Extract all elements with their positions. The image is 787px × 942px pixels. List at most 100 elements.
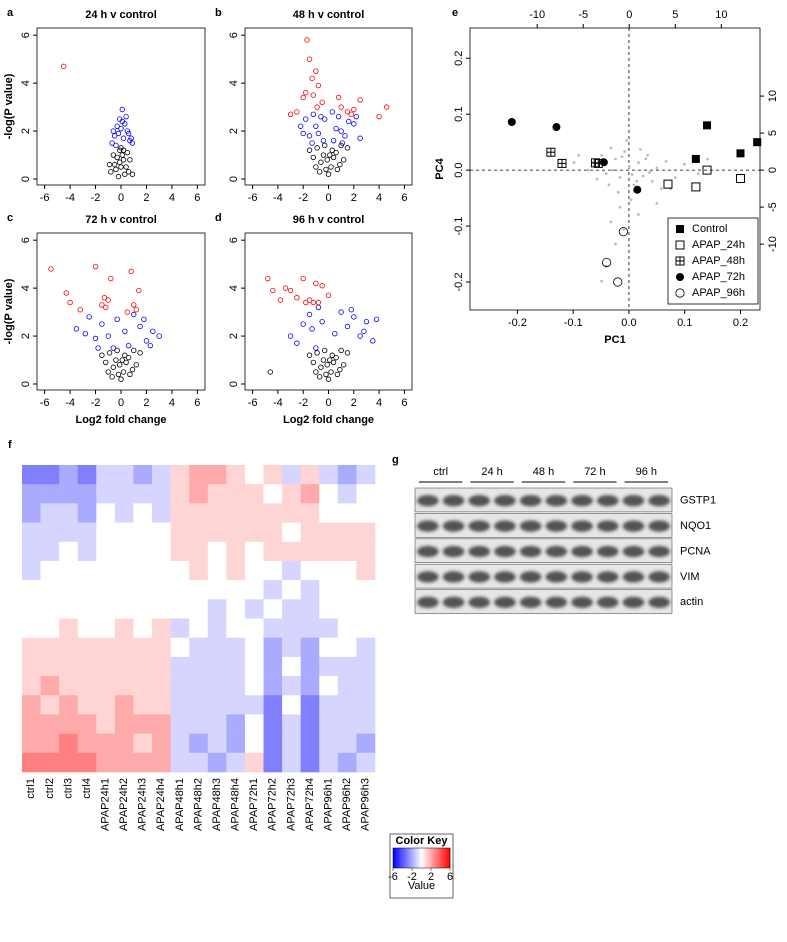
color-key-step xyxy=(395,848,398,868)
point xyxy=(303,90,309,96)
heat-cell xyxy=(77,733,97,754)
heat-cell xyxy=(77,695,97,715)
y-tick-label: 2 xyxy=(228,333,240,339)
band xyxy=(494,545,516,558)
point xyxy=(300,94,306,101)
heat-cell xyxy=(319,656,339,677)
heat-cell xyxy=(40,618,60,638)
point xyxy=(315,82,322,89)
y2-tick-label: -10 xyxy=(767,236,779,252)
column-label: APAP24h3 xyxy=(137,778,149,831)
band xyxy=(648,520,670,532)
heat-cell xyxy=(244,714,264,734)
heat-cell xyxy=(226,676,246,696)
point xyxy=(306,133,313,139)
heat-cell xyxy=(263,580,283,600)
heat-cell xyxy=(207,560,227,581)
heat-cell xyxy=(40,503,60,523)
color-key-step xyxy=(408,848,411,868)
column-label: APAP48h4 xyxy=(230,778,242,831)
point xyxy=(335,94,342,101)
band xyxy=(417,520,439,532)
x-tick-label: 2 xyxy=(143,397,149,409)
heat-cell xyxy=(300,465,320,485)
heat-cell xyxy=(114,695,134,715)
point xyxy=(323,166,329,173)
band xyxy=(571,571,593,583)
heat-cell xyxy=(59,637,79,658)
point xyxy=(546,147,556,157)
point xyxy=(602,257,612,268)
y-axis-title: -log(P value) xyxy=(3,73,15,139)
point xyxy=(328,369,334,375)
heat-cell xyxy=(133,484,153,504)
x-axis-title: PC1 xyxy=(604,334,625,346)
heat-cell xyxy=(77,752,97,773)
color-key-step xyxy=(402,848,405,868)
point xyxy=(703,121,712,130)
y-tick-label: 2 xyxy=(20,128,32,134)
point xyxy=(125,130,132,137)
band xyxy=(442,520,465,532)
heat-cell xyxy=(300,656,320,677)
loading-point xyxy=(600,279,604,283)
legend-symbol xyxy=(676,273,684,281)
heat-cell xyxy=(96,637,116,658)
heat-cell xyxy=(189,733,209,754)
point xyxy=(92,335,99,342)
point xyxy=(313,123,319,129)
heat-cell xyxy=(207,752,227,773)
point xyxy=(95,345,101,351)
point xyxy=(105,333,111,339)
legend-symbol xyxy=(675,240,685,250)
x-tick-label: -6 xyxy=(248,397,258,409)
point xyxy=(137,350,143,356)
loading-point xyxy=(595,177,599,181)
loading-point xyxy=(622,227,626,231)
heat-cell xyxy=(282,580,301,600)
heat-cell xyxy=(226,733,246,754)
point xyxy=(330,359,337,366)
heat-cell xyxy=(152,676,171,696)
point xyxy=(318,113,324,120)
point xyxy=(105,369,111,375)
loading-point xyxy=(632,183,636,187)
point xyxy=(313,369,319,375)
heat-cell xyxy=(207,541,227,562)
heat-cell xyxy=(96,580,116,600)
x-tick-label: -4 xyxy=(273,192,283,204)
point xyxy=(119,106,125,113)
point xyxy=(119,357,125,363)
color-key-step xyxy=(424,848,427,868)
heat-cell xyxy=(356,733,376,754)
heat-cell xyxy=(282,484,301,504)
heat-cell xyxy=(300,541,320,562)
heat-cell xyxy=(152,484,171,504)
point xyxy=(340,362,347,368)
point xyxy=(123,113,129,120)
point xyxy=(127,371,133,378)
heat-cell xyxy=(114,599,134,619)
heat-cell xyxy=(337,580,357,600)
point xyxy=(310,299,317,306)
heat-cell xyxy=(59,599,79,619)
point xyxy=(373,316,380,322)
heat-cell xyxy=(226,484,246,504)
heat-cell xyxy=(319,503,339,523)
point xyxy=(309,75,315,82)
heat-cell xyxy=(189,503,209,523)
band xyxy=(442,545,465,558)
point xyxy=(557,158,567,168)
band xyxy=(545,520,568,532)
color-key-step xyxy=(422,848,425,868)
chart-title: 24 h v control xyxy=(85,9,157,21)
heat-cell xyxy=(22,503,41,523)
point xyxy=(111,133,118,139)
band xyxy=(442,495,465,507)
point xyxy=(122,352,128,358)
y2-tick-label: 5 xyxy=(767,130,779,136)
group-label: 48 h xyxy=(533,466,554,478)
loading-point xyxy=(609,146,613,150)
point xyxy=(315,304,322,311)
loading-point xyxy=(630,173,634,176)
